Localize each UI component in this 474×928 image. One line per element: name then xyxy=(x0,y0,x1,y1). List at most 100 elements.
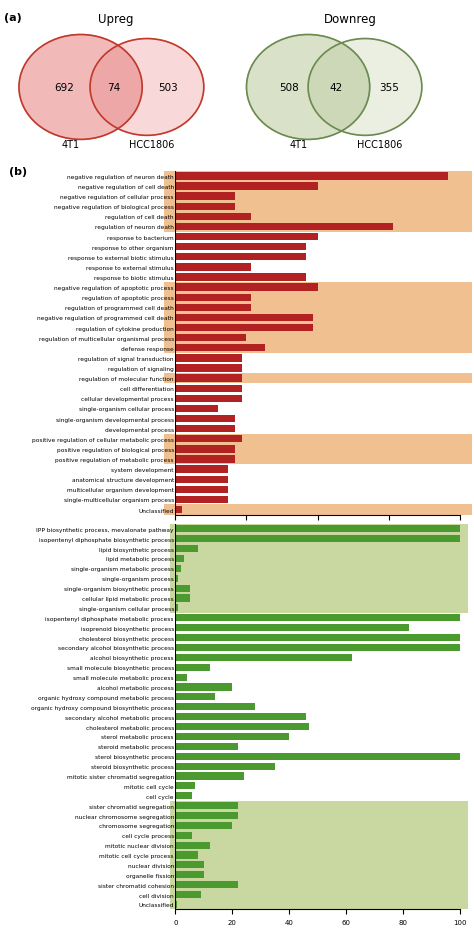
Bar xyxy=(175,244,306,251)
Bar xyxy=(164,172,472,232)
Bar xyxy=(175,406,218,413)
Bar xyxy=(175,753,460,760)
Text: 503: 503 xyxy=(158,83,178,93)
Bar xyxy=(175,325,313,332)
Bar xyxy=(175,644,460,651)
Text: 4T1: 4T1 xyxy=(62,140,80,150)
Bar xyxy=(175,585,190,592)
Bar xyxy=(175,416,235,423)
Bar xyxy=(175,535,460,543)
Text: 355: 355 xyxy=(379,83,399,93)
Bar xyxy=(175,254,306,261)
Bar xyxy=(175,555,184,562)
Bar xyxy=(175,733,289,741)
Bar xyxy=(175,831,192,839)
Bar xyxy=(175,782,195,790)
Bar xyxy=(175,891,201,898)
Text: 74: 74 xyxy=(107,83,120,93)
Circle shape xyxy=(246,35,370,140)
Bar xyxy=(175,183,318,190)
Text: (a): (a) xyxy=(4,13,21,23)
Bar xyxy=(175,723,309,730)
Bar xyxy=(175,496,228,504)
Bar xyxy=(175,445,235,453)
Bar xyxy=(175,525,460,533)
Bar xyxy=(175,684,232,690)
Bar xyxy=(175,315,313,322)
Text: 692: 692 xyxy=(54,83,74,93)
Bar xyxy=(164,465,472,505)
Bar xyxy=(175,203,235,211)
Bar xyxy=(175,345,265,352)
Text: 4T1: 4T1 xyxy=(290,140,308,150)
Bar xyxy=(164,434,472,465)
Bar xyxy=(175,793,192,799)
Bar xyxy=(170,801,468,899)
Bar xyxy=(175,743,238,750)
Bar xyxy=(175,852,198,858)
Bar xyxy=(175,822,232,829)
Bar xyxy=(175,466,228,473)
Bar xyxy=(175,486,228,494)
X-axis label: Fold Enrichment (Observed vs. Expected): Fold Enrichment (Observed vs. Expected) xyxy=(245,536,390,543)
Circle shape xyxy=(19,35,142,140)
Bar xyxy=(164,283,472,343)
Circle shape xyxy=(308,40,422,136)
Bar xyxy=(170,524,468,613)
Bar xyxy=(175,354,242,362)
Bar xyxy=(175,575,178,582)
Bar xyxy=(175,375,242,382)
Bar xyxy=(175,213,251,221)
Bar xyxy=(175,871,204,879)
Bar xyxy=(175,664,210,671)
Bar xyxy=(175,635,460,641)
Bar xyxy=(170,613,468,801)
Bar xyxy=(175,861,204,869)
Bar xyxy=(175,456,235,463)
Bar xyxy=(175,435,242,443)
Bar xyxy=(164,505,472,515)
Bar xyxy=(175,714,306,720)
Bar xyxy=(175,703,255,711)
Bar xyxy=(175,614,460,622)
Bar xyxy=(175,842,210,849)
Bar xyxy=(175,773,244,780)
Circle shape xyxy=(90,40,204,136)
Bar xyxy=(175,546,198,552)
Bar xyxy=(164,354,472,374)
Bar xyxy=(175,812,238,819)
Bar xyxy=(175,802,238,809)
Bar xyxy=(175,901,177,909)
Bar xyxy=(175,284,318,291)
Text: 508: 508 xyxy=(279,83,299,93)
Bar xyxy=(175,426,235,432)
Bar xyxy=(175,174,448,180)
Text: HCC1806: HCC1806 xyxy=(356,140,402,150)
Text: HCC1806: HCC1806 xyxy=(129,140,174,150)
Bar xyxy=(175,507,182,513)
Bar xyxy=(164,374,472,384)
Bar xyxy=(175,595,190,602)
Bar xyxy=(175,625,409,632)
Bar xyxy=(175,304,251,312)
Bar xyxy=(175,385,242,393)
Bar xyxy=(175,565,181,573)
Text: Upreg: Upreg xyxy=(99,13,134,26)
Bar xyxy=(175,763,275,770)
Bar xyxy=(175,605,178,612)
Bar xyxy=(175,234,318,241)
Text: Downreg: Downreg xyxy=(324,13,377,26)
Bar xyxy=(175,476,228,483)
Bar xyxy=(164,232,472,283)
Bar xyxy=(175,395,242,403)
Text: (b): (b) xyxy=(9,167,27,177)
Bar xyxy=(175,693,215,701)
Bar xyxy=(175,264,251,271)
Bar xyxy=(175,365,242,372)
Bar xyxy=(175,274,306,281)
Bar xyxy=(164,343,472,354)
Bar xyxy=(164,384,472,434)
Bar xyxy=(175,193,235,200)
Bar xyxy=(175,882,238,888)
Bar xyxy=(175,674,187,681)
